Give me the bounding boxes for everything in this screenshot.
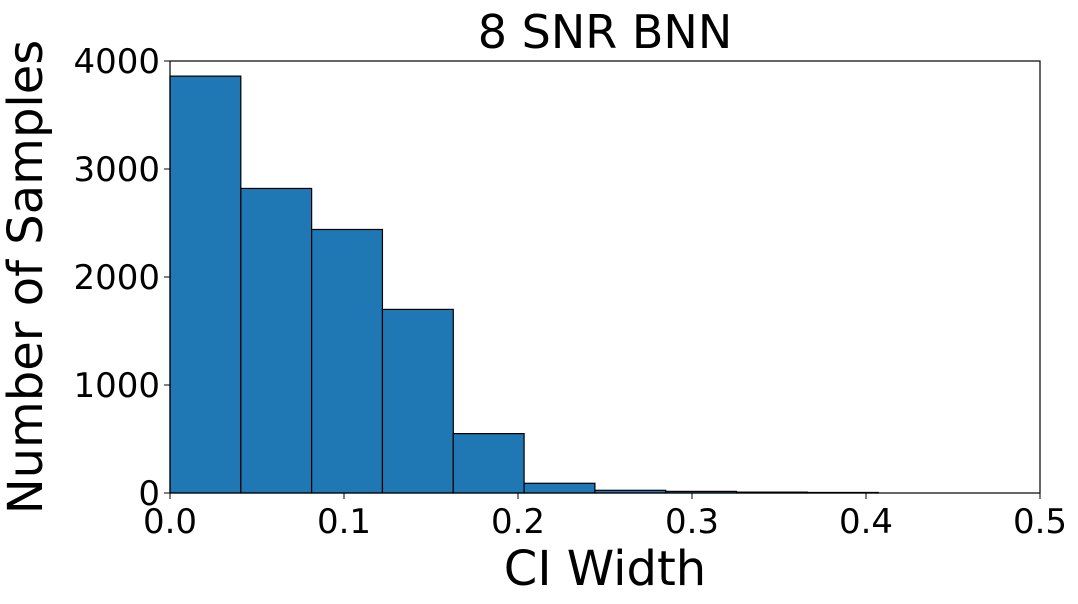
bar (523, 482, 596, 494)
x-axis-label: CI Width (504, 541, 706, 597)
bar (240, 187, 313, 494)
chart-title: 8 SNR BNN (478, 5, 732, 59)
x-tick-label: 0.0 (143, 502, 197, 542)
y-tick-label: 4000 (73, 42, 160, 82)
bar (452, 433, 525, 494)
y-tick-label: 0 (138, 474, 160, 514)
y-tick-label: 2000 (73, 258, 160, 298)
x-tick-label: 0.3 (665, 502, 719, 542)
y-tick-label: 3000 (73, 150, 160, 190)
bar (169, 75, 242, 494)
x-tick-label: 0.2 (491, 502, 545, 542)
y-tick-label: 1000 (73, 366, 160, 406)
bar (311, 228, 384, 494)
y-axis-label: Number of Samples (0, 40, 54, 515)
bar (381, 308, 454, 494)
x-tick-label: 0.1 (317, 502, 371, 542)
x-tick-label: 0.5 (1013, 502, 1067, 542)
x-tick-label: 0.4 (839, 502, 893, 542)
